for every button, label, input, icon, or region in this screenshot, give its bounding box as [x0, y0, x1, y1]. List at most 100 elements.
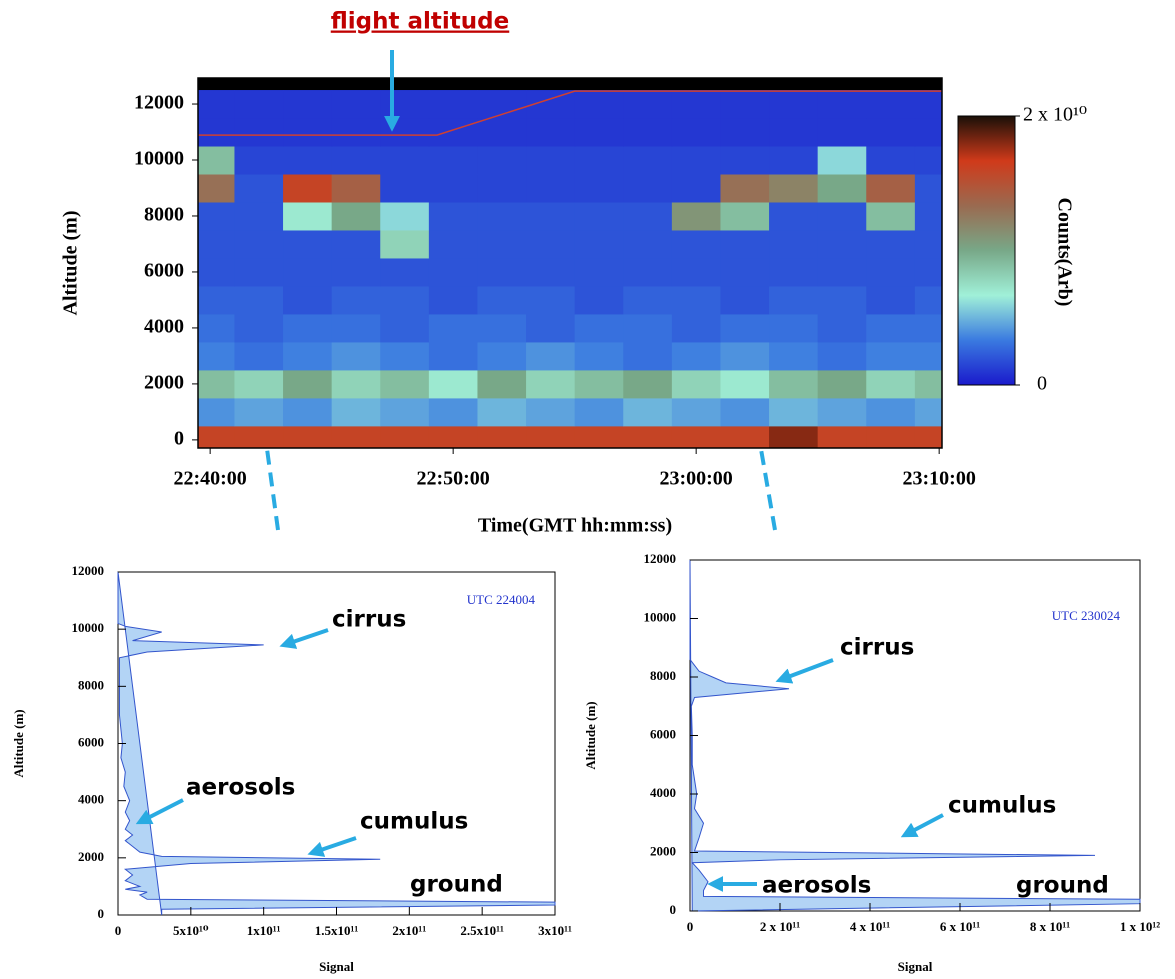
- timestamp: UTC 224004: [467, 592, 536, 607]
- heatmap-cell: [198, 257, 235, 287]
- heatmap-cell: [866, 369, 916, 399]
- y-tick-label: 12000: [134, 92, 184, 114]
- heatmap-cell: [331, 341, 381, 371]
- heatmap-cell: [574, 257, 624, 287]
- heatmap-cell: [817, 173, 867, 203]
- heatmap-cell: [428, 90, 478, 119]
- heatmap-cell: [623, 118, 673, 147]
- x-tick-label: 23:00:00: [659, 468, 732, 490]
- signal-area: [689, 559, 1141, 912]
- x-tick-label: 22:40:00: [173, 468, 246, 490]
- heatmap-cell: [671, 201, 721, 231]
- annotation: cirrus: [332, 607, 406, 633]
- heatmap-cell: [671, 369, 721, 399]
- heatmap-cell: [720, 285, 770, 315]
- annotation: ground: [410, 872, 503, 898]
- heatmap-cell: [234, 201, 284, 231]
- heatmap-cell: [817, 313, 867, 343]
- heatmap-cell: [331, 285, 381, 315]
- plot-frame: [197, 77, 943, 449]
- y-tick-label: 2000: [144, 372, 184, 394]
- heatmap-cell: [817, 341, 867, 371]
- heatmap-cell: [283, 118, 333, 147]
- heatmap-cell: [331, 313, 381, 343]
- heatmap-cell: [671, 397, 721, 427]
- heatmap-cell: [914, 397, 942, 427]
- heatmap-cell: [671, 285, 721, 315]
- heatmap-cell: [477, 369, 527, 399]
- heatmap-cell: [477, 173, 527, 203]
- heatmap-cell: [477, 285, 527, 315]
- heatmap-cell: [866, 257, 916, 287]
- heatmap-cell: [234, 257, 284, 287]
- heatmap-cell: [769, 397, 819, 427]
- heatmap-cell: [198, 341, 235, 371]
- heatmap-cell: [477, 201, 527, 231]
- heatmap-cell: [428, 397, 478, 427]
- heatmap-cell: [380, 229, 430, 259]
- heatmap-cell: [477, 257, 527, 287]
- heatmap-cell: [380, 425, 430, 448]
- heatmap-cell: [234, 285, 284, 315]
- heatmap-cell: [380, 397, 430, 427]
- heatmap-cell: [331, 118, 381, 147]
- heatmap-cell: [623, 229, 673, 259]
- y-tick-label: 4000: [650, 785, 676, 800]
- heatmap-cell: [866, 425, 916, 448]
- heatmap-cell: [623, 313, 673, 343]
- x-tick-label: 1.5x10¹¹: [315, 923, 359, 938]
- heatmap-cell: [380, 369, 430, 399]
- y-tick-label: 6000: [78, 734, 104, 749]
- heatmap-cell: [769, 369, 819, 399]
- heatmap-cell: [428, 146, 478, 175]
- heatmap-cell: [769, 341, 819, 371]
- heatmap-cell: [526, 229, 576, 259]
- heatmap-cell: [720, 341, 770, 371]
- heatmap-cell: [574, 146, 624, 175]
- heatmap-cell: [671, 229, 721, 259]
- heatmap-cell: [623, 146, 673, 175]
- heatmap-cell: [526, 118, 576, 147]
- x-tick-label: 22:50:00: [416, 468, 489, 490]
- heatmap-cell: [769, 425, 819, 448]
- y-tick-label: 10000: [72, 620, 105, 635]
- heatmap-cell: [866, 173, 916, 203]
- heatmap-cell: [331, 173, 381, 203]
- heatmap-cell: [817, 257, 867, 287]
- heatmap-cell: [526, 341, 576, 371]
- heatmap-cell: [623, 173, 673, 203]
- heatmap-cell: [380, 90, 430, 119]
- heatmap-cell: [769, 146, 819, 175]
- heatmap-cell: [720, 313, 770, 343]
- heatmap-cell: [283, 341, 333, 371]
- heatmap-cell: [198, 201, 235, 231]
- y-tick-label: 0: [174, 427, 184, 449]
- heatmap-cell: [526, 425, 576, 448]
- heatmap-cell: [720, 90, 770, 119]
- heatmap: [198, 90, 942, 448]
- heatmap-cell: [817, 229, 867, 259]
- heatmap-cell: [198, 146, 235, 175]
- heatmap-cell: [526, 313, 576, 343]
- heatmap-cell: [914, 173, 942, 203]
- annotation-arrow: [307, 836, 357, 857]
- y-tick-label: 12000: [644, 551, 677, 566]
- heatmap-cell: [574, 229, 624, 259]
- heatmap-cell: [574, 90, 624, 119]
- heatmap-cell: [234, 118, 284, 147]
- x-tick-label: 8 x 10¹¹: [1030, 919, 1070, 934]
- heatmap-cell: [477, 118, 527, 147]
- x-tick-label: 2 x 10¹¹: [760, 919, 800, 934]
- heatmap-cell: [234, 313, 284, 343]
- heatmap-cell: [720, 146, 770, 175]
- heatmap-cell: [769, 257, 819, 287]
- heatmap-cell: [720, 118, 770, 147]
- heatmap-cell: [283, 313, 333, 343]
- heatmap-cell: [623, 257, 673, 287]
- heatmap-cell: [283, 146, 333, 175]
- heatmap-cell: [526, 257, 576, 287]
- heatmap-cell: [526, 397, 576, 427]
- heatmap-cell: [428, 285, 478, 315]
- heatmap-cell: [526, 285, 576, 315]
